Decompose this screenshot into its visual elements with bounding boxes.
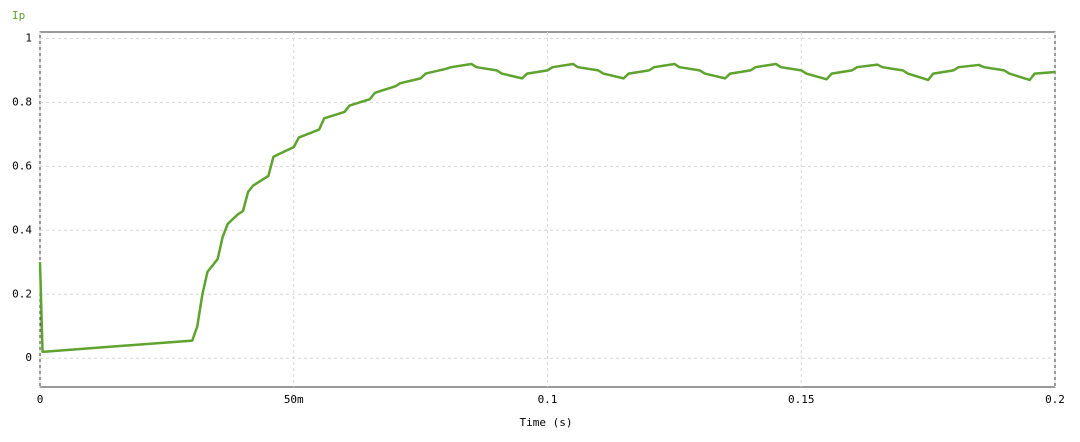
y-tick-label: 1 xyxy=(25,31,32,44)
x-tick-label: 0.15 xyxy=(788,393,815,406)
x-tick-label: 0.1 xyxy=(538,393,558,406)
x-axis-label: Time (s) xyxy=(520,416,573,429)
x-tick-label: 0 xyxy=(37,393,44,406)
y-tick-label: 0.6 xyxy=(12,159,32,172)
series-line xyxy=(38,62,1056,354)
y-tick-label: 0 xyxy=(25,351,32,364)
y-tick-label: 0.2 xyxy=(12,287,32,300)
y-tick-label: 0.4 xyxy=(12,223,32,236)
x-tick-label: 50m xyxy=(284,393,304,406)
legend-label: Ip xyxy=(12,9,25,22)
y-tick-label: 0.8 xyxy=(12,95,32,108)
x-tick-label: 0.2 xyxy=(1045,393,1065,406)
